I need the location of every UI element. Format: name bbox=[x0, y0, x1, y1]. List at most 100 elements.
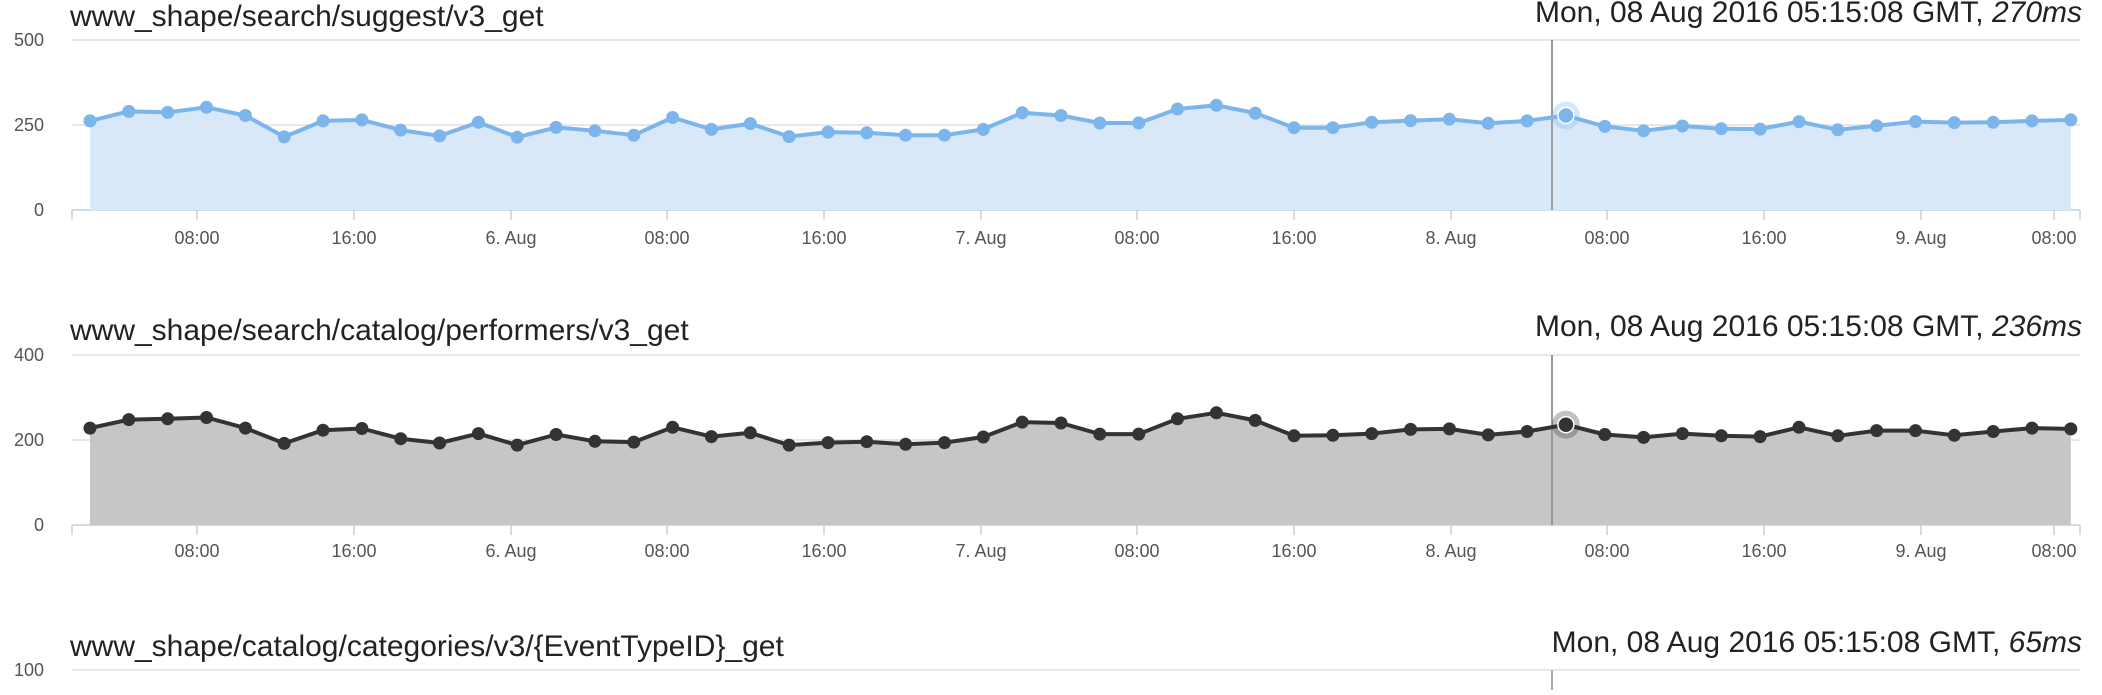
data-point[interactable] bbox=[1287, 429, 1301, 443]
data-point[interactable] bbox=[1093, 427, 1107, 441]
data-point[interactable] bbox=[899, 128, 913, 142]
data-point[interactable] bbox=[627, 435, 641, 449]
data-point[interactable] bbox=[316, 423, 330, 437]
data-point[interactable] bbox=[549, 120, 563, 134]
data-point[interactable] bbox=[938, 128, 951, 142]
data-point[interactable] bbox=[1287, 121, 1301, 135]
data-point[interactable] bbox=[976, 430, 990, 444]
data-point[interactable] bbox=[1986, 115, 2000, 129]
data-point[interactable] bbox=[1714, 122, 1728, 136]
data-point[interactable] bbox=[899, 437, 913, 451]
data-point[interactable] bbox=[1326, 121, 1340, 135]
data-point[interactable] bbox=[821, 125, 835, 139]
data-point[interactable] bbox=[549, 428, 563, 441]
data-point[interactable] bbox=[743, 117, 757, 131]
data-point[interactable] bbox=[471, 427, 485, 441]
data-point[interactable] bbox=[1637, 430, 1651, 444]
data-point[interactable] bbox=[277, 130, 291, 144]
data-point[interactable] bbox=[471, 115, 485, 129]
data-point[interactable] bbox=[1947, 428, 1961, 442]
data-point[interactable] bbox=[588, 434, 602, 448]
data-point[interactable] bbox=[1792, 420, 1806, 434]
data-point[interactable] bbox=[704, 430, 718, 444]
data-point[interactable] bbox=[1404, 422, 1418, 436]
data-point[interactable] bbox=[510, 130, 524, 144]
data-point[interactable] bbox=[627, 128, 641, 142]
data-point[interactable] bbox=[976, 122, 990, 136]
data-point[interactable] bbox=[1248, 106, 1262, 120]
data-point[interactable] bbox=[1054, 416, 1068, 430]
data-point[interactable] bbox=[1598, 119, 1612, 133]
data-point[interactable] bbox=[394, 432, 408, 446]
data-point[interactable] bbox=[1909, 424, 1922, 438]
data-point[interactable] bbox=[433, 129, 447, 143]
data-point[interactable] bbox=[1171, 412, 1184, 426]
data-point[interactable] bbox=[1675, 119, 1689, 133]
data-point[interactable] bbox=[938, 436, 951, 450]
data-point[interactable] bbox=[394, 123, 408, 137]
data-point[interactable] bbox=[860, 435, 874, 449]
data-point[interactable] bbox=[238, 109, 252, 122]
data-point[interactable] bbox=[1520, 114, 1534, 128]
data-point[interactable] bbox=[1870, 119, 1884, 133]
data-point[interactable] bbox=[355, 113, 369, 127]
data-point[interactable] bbox=[1831, 429, 1845, 443]
data-point[interactable] bbox=[1171, 102, 1184, 116]
data-point[interactable] bbox=[1209, 406, 1223, 420]
data-point[interactable] bbox=[1365, 115, 1379, 129]
data-point[interactable] bbox=[355, 422, 369, 435]
data-point[interactable] bbox=[743, 426, 757, 440]
data-point[interactable] bbox=[1404, 114, 1418, 128]
data-point[interactable] bbox=[122, 413, 136, 427]
data-point[interactable] bbox=[1792, 115, 1806, 129]
data-point[interactable] bbox=[1520, 425, 1534, 438]
data-point[interactable] bbox=[1598, 428, 1612, 441]
data-point[interactable] bbox=[1326, 428, 1340, 442]
data-point[interactable] bbox=[1637, 124, 1651, 138]
hover-point[interactable] bbox=[1557, 415, 1575, 434]
data-point[interactable] bbox=[588, 124, 602, 138]
data-point[interactable] bbox=[161, 412, 175, 426]
data-point[interactable] bbox=[1947, 116, 1961, 130]
data-point[interactable] bbox=[1753, 122, 1767, 136]
data-point[interactable] bbox=[83, 114, 97, 128]
data-point[interactable] bbox=[2064, 422, 2078, 436]
data-point[interactable] bbox=[704, 122, 718, 136]
data-point[interactable] bbox=[666, 420, 680, 434]
data-point[interactable] bbox=[1248, 413, 1262, 427]
data-point[interactable] bbox=[316, 114, 330, 128]
data-point[interactable] bbox=[200, 100, 213, 114]
data-point[interactable] bbox=[1132, 427, 1146, 441]
data-point[interactable] bbox=[1054, 109, 1068, 122]
data-point[interactable] bbox=[200, 411, 213, 424]
data-point[interactable] bbox=[1986, 425, 2000, 438]
data-point[interactable] bbox=[1093, 116, 1107, 130]
data-point[interactable] bbox=[821, 436, 835, 450]
data-point[interactable] bbox=[1753, 430, 1767, 444]
data-point[interactable] bbox=[1365, 427, 1379, 441]
data-point[interactable] bbox=[1481, 116, 1495, 130]
data-point[interactable] bbox=[2064, 113, 2078, 127]
data-point[interactable] bbox=[1209, 98, 1223, 112]
data-point[interactable] bbox=[1714, 429, 1728, 443]
data-point[interactable] bbox=[1870, 424, 1884, 438]
data-point[interactable] bbox=[1132, 116, 1146, 130]
data-point[interactable] bbox=[1442, 422, 1456, 436]
data-point[interactable] bbox=[122, 104, 136, 118]
data-point[interactable] bbox=[161, 105, 175, 119]
data-point[interactable] bbox=[1831, 123, 1845, 137]
data-point[interactable] bbox=[1481, 428, 1495, 442]
data-point[interactable] bbox=[2025, 114, 2039, 128]
hover-point[interactable] bbox=[1557, 106, 1575, 125]
data-point[interactable] bbox=[2025, 421, 2039, 435]
data-point[interactable] bbox=[860, 126, 874, 140]
data-point[interactable] bbox=[782, 130, 796, 144]
data-point[interactable] bbox=[1909, 115, 1922, 129]
data-point[interactable] bbox=[1015, 415, 1029, 429]
data-point[interactable] bbox=[433, 436, 447, 450]
data-point[interactable] bbox=[782, 438, 796, 452]
data-point[interactable] bbox=[1675, 427, 1689, 441]
data-point[interactable] bbox=[277, 436, 291, 450]
data-point[interactable] bbox=[83, 421, 97, 435]
data-point[interactable] bbox=[1442, 112, 1456, 126]
